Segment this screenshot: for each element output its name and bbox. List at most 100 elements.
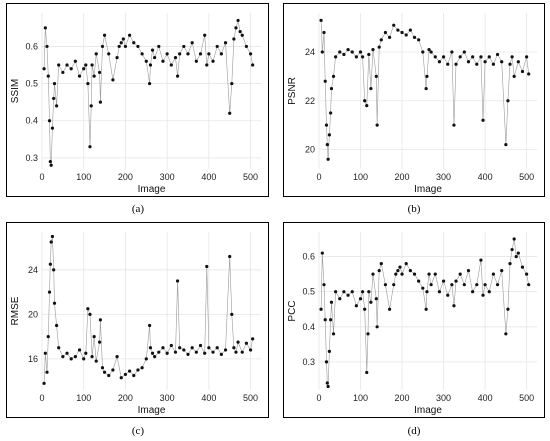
data-point [437,290,442,294]
data-point [140,366,144,370]
data-point [325,143,329,147]
data-point [487,55,491,59]
data-point [327,133,331,137]
data-point [421,50,425,54]
data-point [481,293,485,297]
data-point [61,355,65,359]
data-point [65,63,69,67]
data-point [50,234,55,239]
data-point [128,33,132,37]
data-point [487,290,491,294]
y-tick-label: 0.5 [302,287,315,297]
data-point [150,48,155,52]
data-point [228,254,232,259]
ssim-chart: 0.3 0.4 0.5 0.6 0 100 200 300 400 500 Image SSIM [10,13,261,195]
data-point [504,143,508,147]
data-point [408,269,412,273]
data-point [223,41,228,45]
y-tick-label: 0.3 [25,153,38,163]
rmse-chart: 16 20 24 0 100 200 300 400 500 Image RMSE [10,232,261,416]
data-point [73,59,77,63]
data-point [190,346,194,350]
data-point [446,293,450,297]
data-point [392,23,396,27]
data-point [338,297,342,301]
x-tick-label: 300 [160,393,175,403]
psnr-chart: 20 22 24 0 100 200 300 400 500 Image PSNR [287,13,537,195]
data-point [223,348,228,352]
data-point [207,52,211,56]
data-point [479,258,483,262]
x-tick-label: 400 [201,172,216,182]
data-point [396,28,400,32]
panel-c-frame [6,222,269,418]
data-point [400,30,404,35]
y-axis-title: SSIM [10,79,21,103]
data-point [251,337,255,341]
data-point [510,55,514,59]
series-line [320,238,529,387]
data-point [374,297,378,301]
data-point [365,370,369,375]
y-tick-label: 0.5 [25,79,38,89]
data-point [369,300,373,304]
data-point [140,52,144,56]
data-point [190,41,194,45]
data-point [527,283,531,287]
x-tick-label: 300 [160,172,175,182]
x-tick-label: 0 [39,393,44,403]
data-point [86,307,90,311]
data-point [475,62,479,66]
data-point [322,30,326,35]
data-point [479,55,483,59]
data-point [346,293,350,297]
data-point [508,262,512,266]
data-point [363,307,367,311]
data-point [47,119,52,123]
data-point [169,63,173,67]
data-point [207,346,211,350]
panel-b-frame [283,3,545,197]
data-point [98,100,102,104]
caption-d: (d) [407,425,421,437]
data-point [516,251,520,255]
data-point [433,55,437,59]
data-point [404,262,408,266]
data-point [392,283,396,287]
y-tick-label: 20 [305,145,315,155]
data-point [161,346,165,350]
data-point [387,307,392,311]
y-tick-label: 0.6 [25,41,38,51]
data-point [211,350,215,354]
data-point [48,159,52,164]
data-point [248,348,253,352]
data-point [45,370,49,374]
data-point [90,63,94,67]
data-point [77,74,82,78]
series-line [43,236,253,384]
data-point [350,290,354,294]
data-point [383,30,388,35]
x-axis-title: Image [414,184,442,195]
x-tick-label: 200 [395,172,410,182]
data-point [230,312,234,316]
data-point [100,366,105,370]
data-point [97,70,102,75]
data-point [377,45,381,49]
data-point [454,62,458,66]
data-point [417,279,421,283]
x-tick-label: 100 [76,172,91,182]
data-point [132,41,136,45]
data-point [504,332,508,336]
x-tick-label: 100 [353,172,368,182]
data-point [329,318,333,322]
data-point [102,370,107,374]
data-point [361,290,365,294]
data-point [354,55,358,59]
data-point [483,60,487,64]
data-point [157,44,161,49]
data-point [89,104,93,108]
data-point [495,283,500,287]
data-point [148,81,152,86]
data-point [367,52,371,57]
